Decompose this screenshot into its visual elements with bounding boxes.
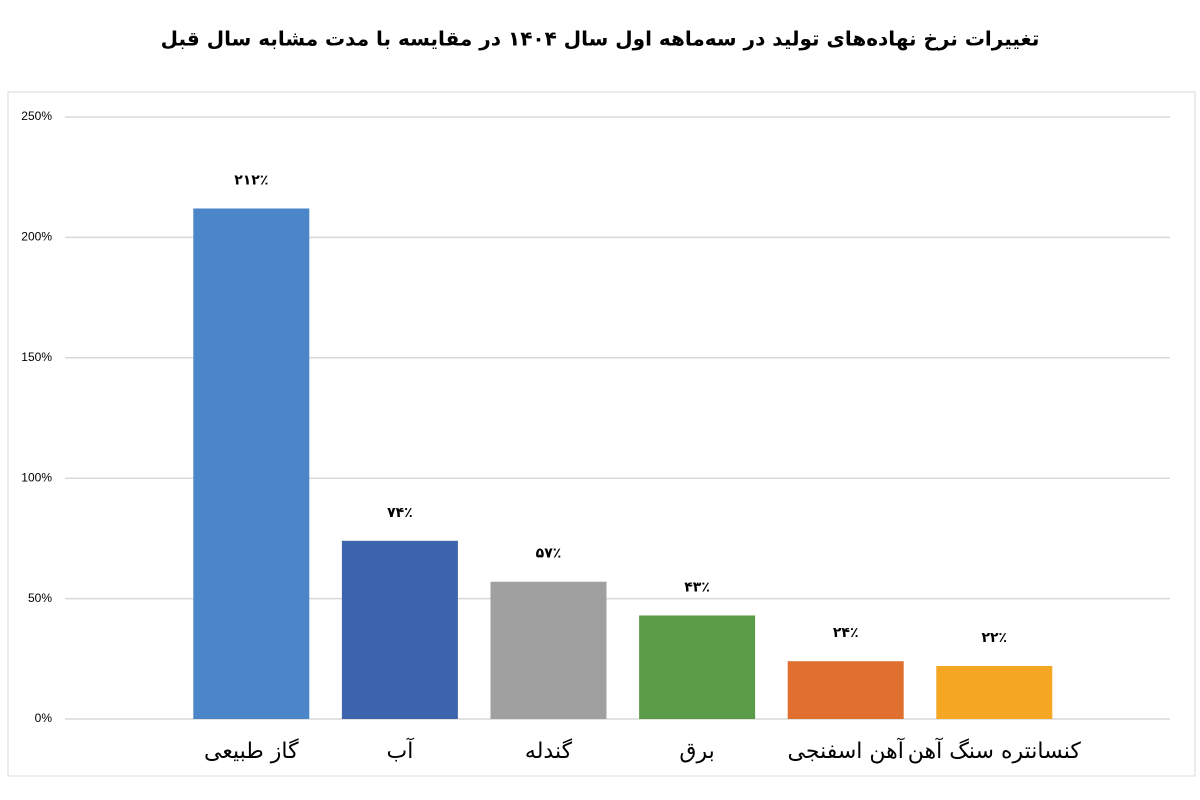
- y-tick-label: 250%: [21, 109, 52, 123]
- x-tick-label: آهن اسفنجی: [788, 737, 905, 764]
- bar: [787, 661, 904, 719]
- bar: [639, 615, 756, 719]
- data-label: ۵۷٪: [536, 546, 562, 562]
- x-tick-label: آب: [386, 737, 414, 764]
- x-tick-label: گاز طبیعی: [204, 738, 299, 764]
- data-label: ۲۱۲٪: [234, 173, 268, 189]
- bar: [193, 208, 310, 719]
- bar: [490, 581, 607, 719]
- data-label: ۲۲٪: [981, 630, 1007, 646]
- y-tick-label: 200%: [21, 230, 52, 244]
- y-tick-label: 100%: [21, 470, 52, 484]
- y-tick-label: 0%: [35, 711, 53, 725]
- bar: [936, 666, 1053, 719]
- data-label: ۲۴٪: [833, 625, 859, 641]
- x-tick-label: کنسانتره سنگ آهن: [908, 737, 1082, 764]
- y-tick-label: 150%: [21, 350, 52, 364]
- data-label: ۷۴٪: [387, 505, 413, 521]
- x-tick-label: برق: [679, 739, 714, 764]
- bar: [341, 540, 458, 719]
- chart-title: تغییرات نرخ نهاده‌های تولید در سه‌ماهه ا…: [161, 27, 1040, 51]
- y-tick-label: 50%: [28, 591, 52, 605]
- data-label: ۴۳٪: [684, 579, 710, 595]
- x-tick-label: گندله: [525, 738, 573, 764]
